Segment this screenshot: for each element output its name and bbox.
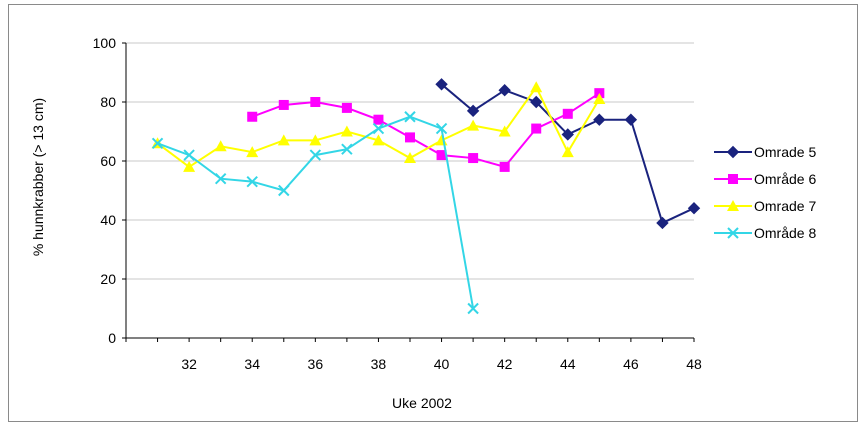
x-axis-title: Uke 2002	[392, 395, 452, 411]
legend-label: Omrade 5	[754, 144, 816, 160]
data-point	[404, 152, 416, 164]
data-point	[656, 216, 669, 230]
data-point	[341, 143, 353, 155]
marker-stroke	[727, 227, 739, 239]
data-point	[624, 113, 638, 126]
data-point	[278, 99, 289, 110]
data-point	[404, 111, 416, 123]
y-tick-label: 80	[100, 94, 116, 110]
data-point	[214, 172, 227, 185]
legend: Omrade 5 Område 6 Omrade 7 Område 8	[714, 144, 816, 241]
data-point	[561, 128, 574, 141]
y-tick-label: 0	[108, 330, 116, 346]
data-point	[499, 161, 510, 172]
y-tick-label: 40	[100, 212, 116, 228]
legend-label: Omrade 7	[754, 198, 816, 214]
data-point	[562, 108, 573, 119]
x-tick-label: 42	[497, 356, 513, 372]
data-point	[687, 201, 701, 215]
data-point	[309, 134, 322, 146]
data-point	[247, 111, 258, 122]
legend-item: Omrade 5	[714, 144, 816, 160]
data-point	[467, 302, 479, 315]
data-point	[341, 102, 352, 113]
series-3	[151, 81, 606, 172]
data-point	[530, 95, 543, 109]
axis-layer: 0 20 40 60 80 100 32 34 36 38 40 42 44 46 48	[93, 35, 702, 372]
data-point	[466, 104, 480, 118]
marker-stroke	[404, 111, 416, 123]
marker-stroke	[467, 302, 479, 315]
data-point	[246, 146, 259, 158]
legend-item: Område 6	[714, 171, 816, 187]
data-point	[183, 149, 195, 161]
data-point	[498, 83, 511, 97]
data-point	[373, 114, 384, 125]
data-point	[435, 78, 448, 91]
legend-marker	[728, 174, 738, 184]
marker-stroke	[372, 122, 385, 135]
data-point	[214, 140, 227, 152]
series-1	[435, 78, 701, 230]
data-point	[593, 93, 606, 105]
marker-stroke	[341, 143, 353, 155]
marker-stroke	[151, 137, 164, 150]
x-tick-label: 32	[181, 356, 197, 372]
data-point	[309, 149, 322, 161]
data-point	[498, 125, 511, 137]
marker-stroke	[214, 172, 227, 185]
legend-marker	[726, 145, 740, 159]
x-tick-label: 44	[560, 356, 576, 372]
data-point	[310, 97, 321, 107]
data-point	[372, 122, 385, 135]
data-point	[468, 153, 479, 164]
data-point	[246, 175, 258, 188]
x-tick-label: 38	[371, 356, 387, 372]
series-4	[151, 111, 479, 315]
legend-item: Område 8	[714, 225, 816, 241]
marker-stroke	[435, 122, 448, 135]
legend-marker	[727, 227, 739, 239]
legend-marker	[727, 200, 739, 211]
y-axis-title: % hunnkrabber (> 13 cm)	[30, 98, 46, 256]
x-tick-label: 34	[244, 356, 260, 372]
legend-label: Område 8	[754, 225, 816, 241]
data-point	[436, 150, 447, 161]
data-point	[435, 134, 448, 146]
marker-stroke	[278, 184, 290, 197]
data-point	[151, 137, 164, 150]
marker-stroke	[183, 149, 195, 161]
data-point	[340, 125, 353, 137]
data-point	[277, 134, 290, 146]
marker-stroke	[309, 149, 322, 161]
x-tick-label: 40	[434, 356, 450, 372]
data-point	[183, 160, 196, 172]
x-tick-label: 46	[623, 356, 639, 372]
data-point	[467, 119, 480, 131]
legend-item: Omrade 7	[714, 198, 816, 214]
y-tick-label: 60	[100, 153, 116, 169]
data-point	[530, 81, 543, 93]
data-point	[278, 184, 290, 197]
data-point	[531, 123, 542, 134]
data-point	[405, 132, 415, 143]
y-tick-label: 20	[100, 271, 116, 287]
series-layer	[151, 78, 701, 315]
y-tick-label: 100	[93, 35, 117, 51]
series-line	[251, 92, 600, 169]
data-point	[593, 113, 606, 126]
series-2	[247, 88, 605, 172]
legend-label: Område 6	[754, 171, 816, 187]
x-tick-label: 48	[686, 356, 702, 372]
data-point	[435, 122, 448, 135]
data-point	[561, 146, 574, 158]
x-tick-label: 36	[308, 356, 324, 372]
data-point	[372, 134, 385, 146]
marker-stroke	[246, 175, 258, 188]
